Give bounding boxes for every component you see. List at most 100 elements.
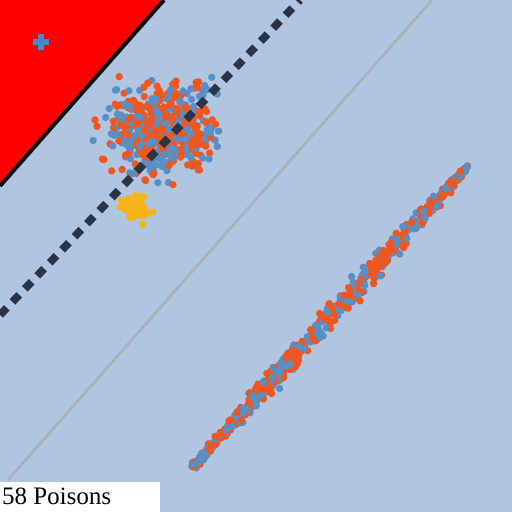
dot [125,116,133,124]
dot [117,114,125,122]
dot [413,223,421,231]
danger-zone-edge [0,0,166,188]
dot [126,102,134,111]
dot [286,360,294,368]
dot-cloud [89,73,472,472]
dot [211,120,220,128]
dot [425,209,433,217]
dot [139,220,147,228]
dot [160,126,168,134]
dot [322,324,330,332]
dot [361,267,369,275]
dot [206,446,214,454]
dot [118,196,126,204]
dot [383,257,391,265]
dot [192,141,200,149]
dot [211,432,219,440]
dot [165,161,173,169]
dot [246,400,254,408]
dot [408,219,416,227]
dot [442,185,450,193]
dot [269,364,277,372]
dot [377,272,385,280]
dot [184,161,192,169]
dot [148,95,156,103]
plus-icon-v [38,34,44,50]
dot [169,80,177,88]
dot [243,406,252,414]
dot [199,91,207,99]
dot [155,111,163,119]
dot [196,130,204,138]
dot [182,135,190,143]
dot [137,148,145,156]
dot [194,160,202,168]
dot [330,310,339,318]
dot [118,165,126,174]
dot [199,154,207,162]
dot [140,193,148,201]
dot [113,102,121,111]
dot [370,274,378,282]
reference-line [6,0,434,481]
dot [194,458,203,466]
dot [201,82,209,90]
dot [149,208,157,216]
dot [312,321,320,329]
dot [321,315,329,323]
dot [379,246,388,255]
dot [160,103,168,111]
plus-icon [33,34,49,50]
dot [238,410,247,418]
dot [318,330,326,338]
dot [110,131,118,139]
dot [158,91,166,99]
dot [195,166,203,174]
dot [176,97,184,105]
dot [372,256,380,264]
dot [91,116,99,124]
dot [237,416,246,424]
dot [178,130,186,138]
dot [447,181,455,189]
dot [419,208,427,216]
dot [89,136,97,144]
dot [140,93,148,101]
dot [190,102,198,111]
dot [447,189,455,197]
dot [277,359,285,367]
dot [426,203,434,211]
dot [456,167,464,175]
dot [109,142,117,150]
dot [228,422,236,430]
dot [141,125,149,133]
dot [135,102,143,110]
dot [128,210,136,218]
dot [193,84,201,92]
dot [225,417,233,425]
dot [108,167,116,175]
dot [213,142,221,151]
dot [140,211,149,219]
dot [268,375,276,383]
dot [356,297,364,305]
dot [205,155,213,163]
dot [187,130,195,138]
dot [188,95,196,103]
dot [399,222,407,231]
dot [173,107,181,115]
dot [125,87,133,95]
dot [167,86,175,94]
dot [154,117,162,125]
dot [149,138,158,146]
dot [149,171,157,179]
dot [288,346,296,355]
dot [181,103,190,111]
dot [190,135,198,143]
dot [126,169,134,177]
dot [418,219,426,227]
dot [340,291,348,299]
dot [206,129,214,137]
